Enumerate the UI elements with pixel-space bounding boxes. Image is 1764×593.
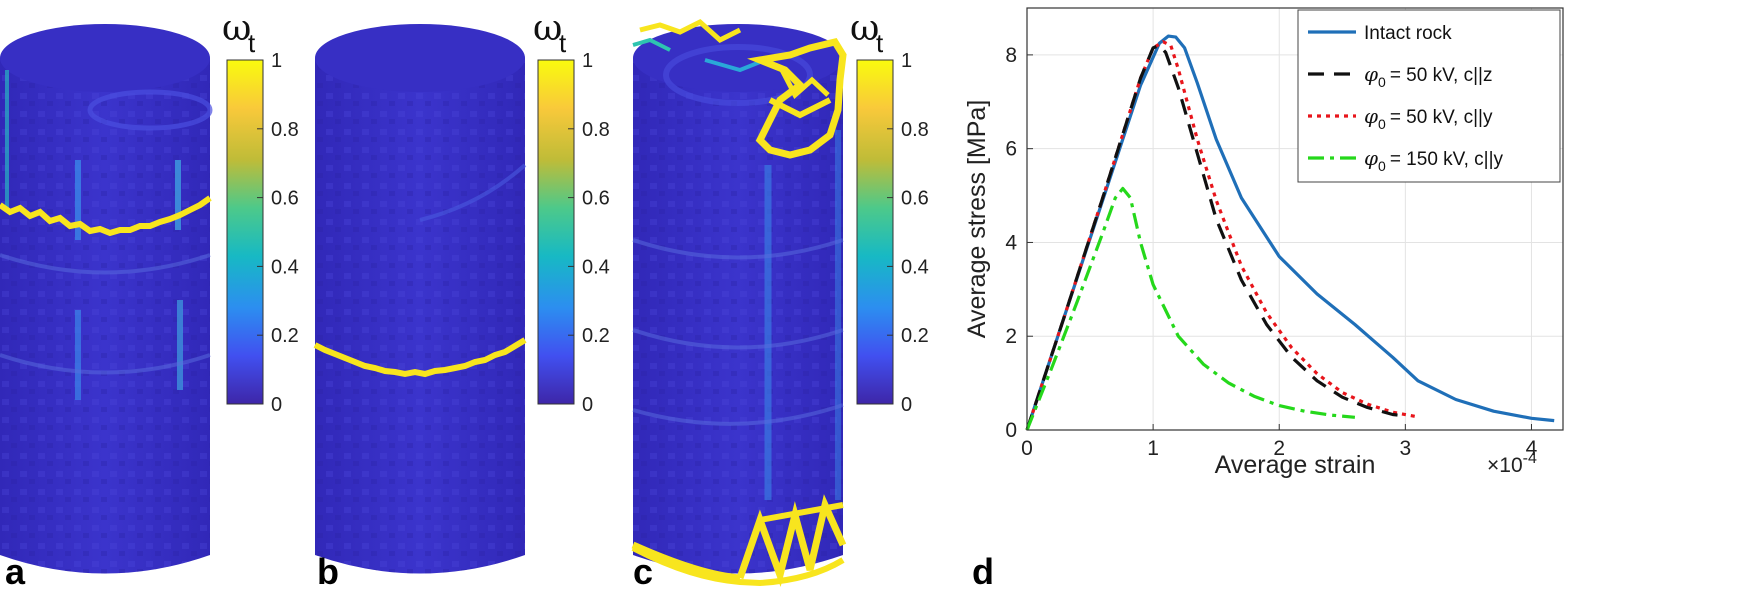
legend-symbol: φ [1364,146,1378,170]
colorbar-tick-label: 0.8 [271,119,299,141]
colorbar-tick-label: 0.2 [582,325,610,347]
legend-symbol: φ [1364,62,1378,86]
chart-ticks: 0 1 2 3 4 0 2 4 6 8 [1005,44,1537,460]
colorbar-title-subscript: t [876,28,884,58]
colorbar-tick-label: 0.2 [901,325,929,347]
series-line-4 [1025,186,1356,431]
legend-entry-text: = 50 kV, c||z [1390,65,1493,86]
colorbar-tick-label: 0 [901,394,912,416]
colorbar-c: 0 0.2 0.4 0.6 0.8 1ωt [850,8,929,416]
plot-area-frame [1026,7,1564,431]
colorbar-a: 0 0.2 0.4 0.6 0.8 1ωt [222,8,299,416]
colorbar-tick-label: 0 [582,394,593,416]
legend-entry-3: φ0 = 50 kV, c||y [1364,104,1493,132]
colorbar-tick-label: 0.6 [582,188,610,210]
colorbar-tick-label: 1 [582,50,593,72]
colorbar-tick-label: 0.2 [271,325,299,347]
series-line-2 [1025,43,1406,431]
colorbar-tick-label: 0.4 [271,256,299,278]
legend-symbol-subscript: 0 [1378,158,1386,174]
colorbar-tick-label: 0.4 [901,256,929,278]
colorbar-gradient [856,59,894,405]
cylinder-b [313,24,527,574]
colorbar-gradient [537,59,575,405]
legend-symbol-subscript: 0 [1378,116,1386,132]
x-tick-label: 4 [1526,437,1538,460]
legend-entry-1: Intact rock [1364,23,1452,44]
series-line-1 [1025,34,1555,431]
legend-box [1297,9,1561,183]
y-tick-label: 6 [1005,138,1017,161]
colorbar-tick-label: 1 [271,50,282,72]
y-tick-label: 8 [1005,44,1017,67]
colorbar-tick-label: 0.4 [582,256,610,278]
x-axis-label: Average strain [1215,451,1376,479]
colorbar-tick-label: 0.6 [271,188,299,210]
x-exponent: ×10-4 [1487,450,1537,477]
colorbar-tick-label: 1 [901,50,912,72]
cylinder-a [0,24,213,574]
colorbar-tick-label: 0.6 [901,188,929,210]
y-tick-label: 2 [1005,325,1017,348]
colorbar-title-subscript: t [248,28,256,58]
colorbar-title-subscript: t [559,28,567,58]
legend-entry-4: φ0 = 150 kV, c||y [1364,146,1504,174]
panel-letter-d: d [972,551,994,592]
legend-entry-text: = 150 kV, c||y [1390,149,1504,170]
colorbar-tick-label: 0 [271,394,282,416]
legend-symbol: φ [1364,104,1378,128]
x-tick-label: 3 [1400,437,1412,460]
y-axis-label: Average stress [MPa] [963,100,991,339]
series-line-3 [1025,40,1419,431]
colorbar-gradient [226,59,264,405]
x-tick-label: 1 [1147,437,1159,460]
colorbar-tick-label: 0.8 [582,119,610,141]
panel-letter-b: b [317,551,339,592]
cylinder-c [631,19,847,587]
y-tick-label: 0 [1005,419,1017,442]
x-exponent-power: -4 [1523,450,1537,467]
colorbar-b: 0 0.2 0.4 0.6 0.8 1ωt [533,8,610,416]
legend-entry-2: φ0 = 50 kV, c||z [1364,62,1492,90]
legend-symbol-subscript: 0 [1378,74,1386,90]
x-tick-label: 2 [1273,437,1285,460]
legend-entry-text: = 50 kV, c||y [1390,107,1493,128]
panel-letter-c: c [633,551,653,592]
colorbar-title: ω [222,8,251,49]
y-tick-label: 4 [1005,231,1017,254]
stress-strain-chart: 0 1 2 3 4 0 2 4 6 8 Average strain Average stress… [963,7,1564,479]
colorbar-tick-label: 0.8 [901,119,929,141]
panel-letter-a: a [5,551,26,592]
x-exponent-base: ×10 [1487,454,1523,477]
colorbar-title: ω [533,8,562,49]
colorbar-title: ω [850,8,879,49]
chart-series [1025,34,1555,431]
x-tick-label: 0 [1021,437,1033,460]
